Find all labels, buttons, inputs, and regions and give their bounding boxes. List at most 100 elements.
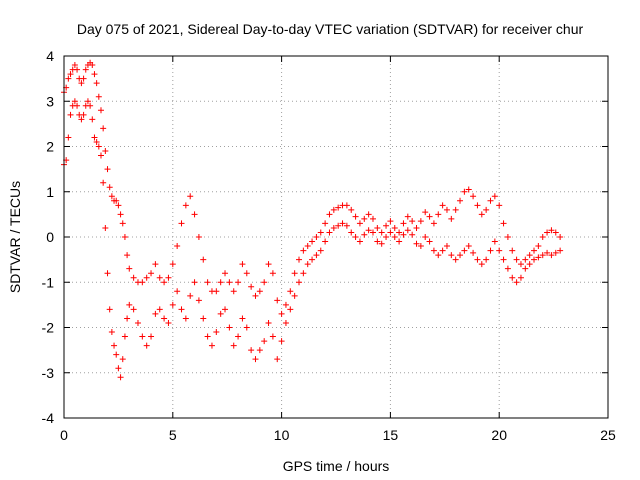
data-point	[326, 211, 333, 218]
y-tick-label: 4	[46, 48, 54, 64]
data-point	[531, 247, 538, 254]
data-point	[124, 315, 131, 322]
data-point	[217, 310, 224, 317]
data-point	[470, 193, 477, 200]
data-point	[291, 292, 298, 299]
data-point	[348, 206, 355, 213]
data-point	[226, 324, 233, 331]
x-tick-label: 5	[169, 427, 177, 443]
data-point	[248, 283, 255, 290]
data-point	[93, 138, 100, 145]
data-point	[139, 279, 146, 286]
data-point	[84, 98, 91, 105]
data-point	[365, 227, 372, 234]
data-point	[200, 256, 207, 263]
data-point	[296, 256, 303, 263]
data-point	[457, 252, 464, 259]
y-tick-label: 3	[46, 93, 54, 109]
data-point	[326, 229, 333, 236]
data-point	[71, 98, 78, 105]
data-point	[256, 288, 263, 295]
data-point	[115, 202, 122, 209]
data-point	[126, 265, 133, 272]
data-point	[161, 315, 168, 322]
data-point	[93, 80, 100, 87]
data-point	[317, 229, 324, 236]
data-point	[348, 229, 355, 236]
data-point	[121, 333, 128, 340]
data-point	[439, 202, 446, 209]
data-point	[465, 186, 472, 193]
data-point	[330, 224, 337, 231]
y-tick-label: -3	[42, 365, 55, 381]
data-point	[474, 202, 481, 209]
data-point	[191, 279, 198, 286]
data-point	[509, 247, 516, 254]
data-point	[200, 315, 207, 322]
data-point	[117, 374, 124, 381]
y-axis-label: SDTVAR / TECUs	[7, 181, 23, 293]
data-point	[235, 333, 242, 340]
data-point	[452, 206, 459, 213]
data-point	[465, 243, 472, 250]
data-point	[335, 204, 342, 211]
data-point	[169, 301, 176, 308]
data-point	[113, 351, 120, 358]
data-point	[239, 261, 246, 268]
data-point	[124, 252, 131, 259]
data-point	[470, 249, 477, 256]
data-point	[483, 206, 490, 213]
data-point	[448, 252, 455, 259]
data-point	[82, 66, 89, 73]
data-point	[526, 252, 533, 259]
data-point	[208, 342, 215, 349]
data-point	[119, 220, 126, 227]
data-point	[343, 202, 350, 209]
x-axis-label: GPS time / hours	[283, 458, 390, 474]
data-point	[71, 62, 78, 69]
data-point	[115, 365, 122, 372]
data-point	[400, 231, 407, 238]
data-point	[361, 215, 368, 222]
data-point	[187, 193, 194, 200]
data-point	[282, 301, 289, 308]
data-point	[369, 229, 376, 236]
data-point	[535, 243, 542, 250]
data-point	[352, 213, 359, 220]
data-point	[322, 220, 329, 227]
data-point	[335, 222, 342, 229]
data-point	[552, 249, 559, 256]
data-point	[474, 256, 481, 263]
y-tick-label: 0	[46, 229, 54, 245]
data-point	[483, 256, 490, 263]
data-point	[487, 247, 494, 254]
data-point	[426, 213, 433, 220]
data-point	[269, 333, 276, 340]
data-point	[500, 256, 507, 263]
data-point	[548, 227, 555, 234]
data-point	[496, 247, 503, 254]
data-point	[491, 193, 498, 200]
data-point	[265, 261, 272, 268]
data-point	[304, 243, 311, 250]
data-point	[269, 270, 276, 277]
data-point	[74, 102, 81, 109]
data-point	[235, 279, 242, 286]
data-point	[409, 231, 416, 238]
data-point	[78, 116, 85, 123]
data-point	[130, 306, 137, 313]
data-point	[165, 319, 172, 326]
data-point	[365, 211, 372, 218]
data-point	[309, 256, 316, 263]
data-point	[143, 342, 150, 349]
data-point	[182, 202, 189, 209]
data-point	[152, 261, 159, 268]
data-point	[426, 238, 433, 245]
x-tick-labels: 0 5 10 15 20 25	[60, 427, 616, 443]
data-point	[121, 234, 128, 240]
data-point	[430, 220, 437, 227]
chart-title: Day 075 of 2021, Sidereal Day-to-day VTE…	[77, 21, 584, 37]
data-point	[430, 247, 437, 254]
data-point	[89, 62, 96, 69]
data-point	[195, 297, 202, 304]
